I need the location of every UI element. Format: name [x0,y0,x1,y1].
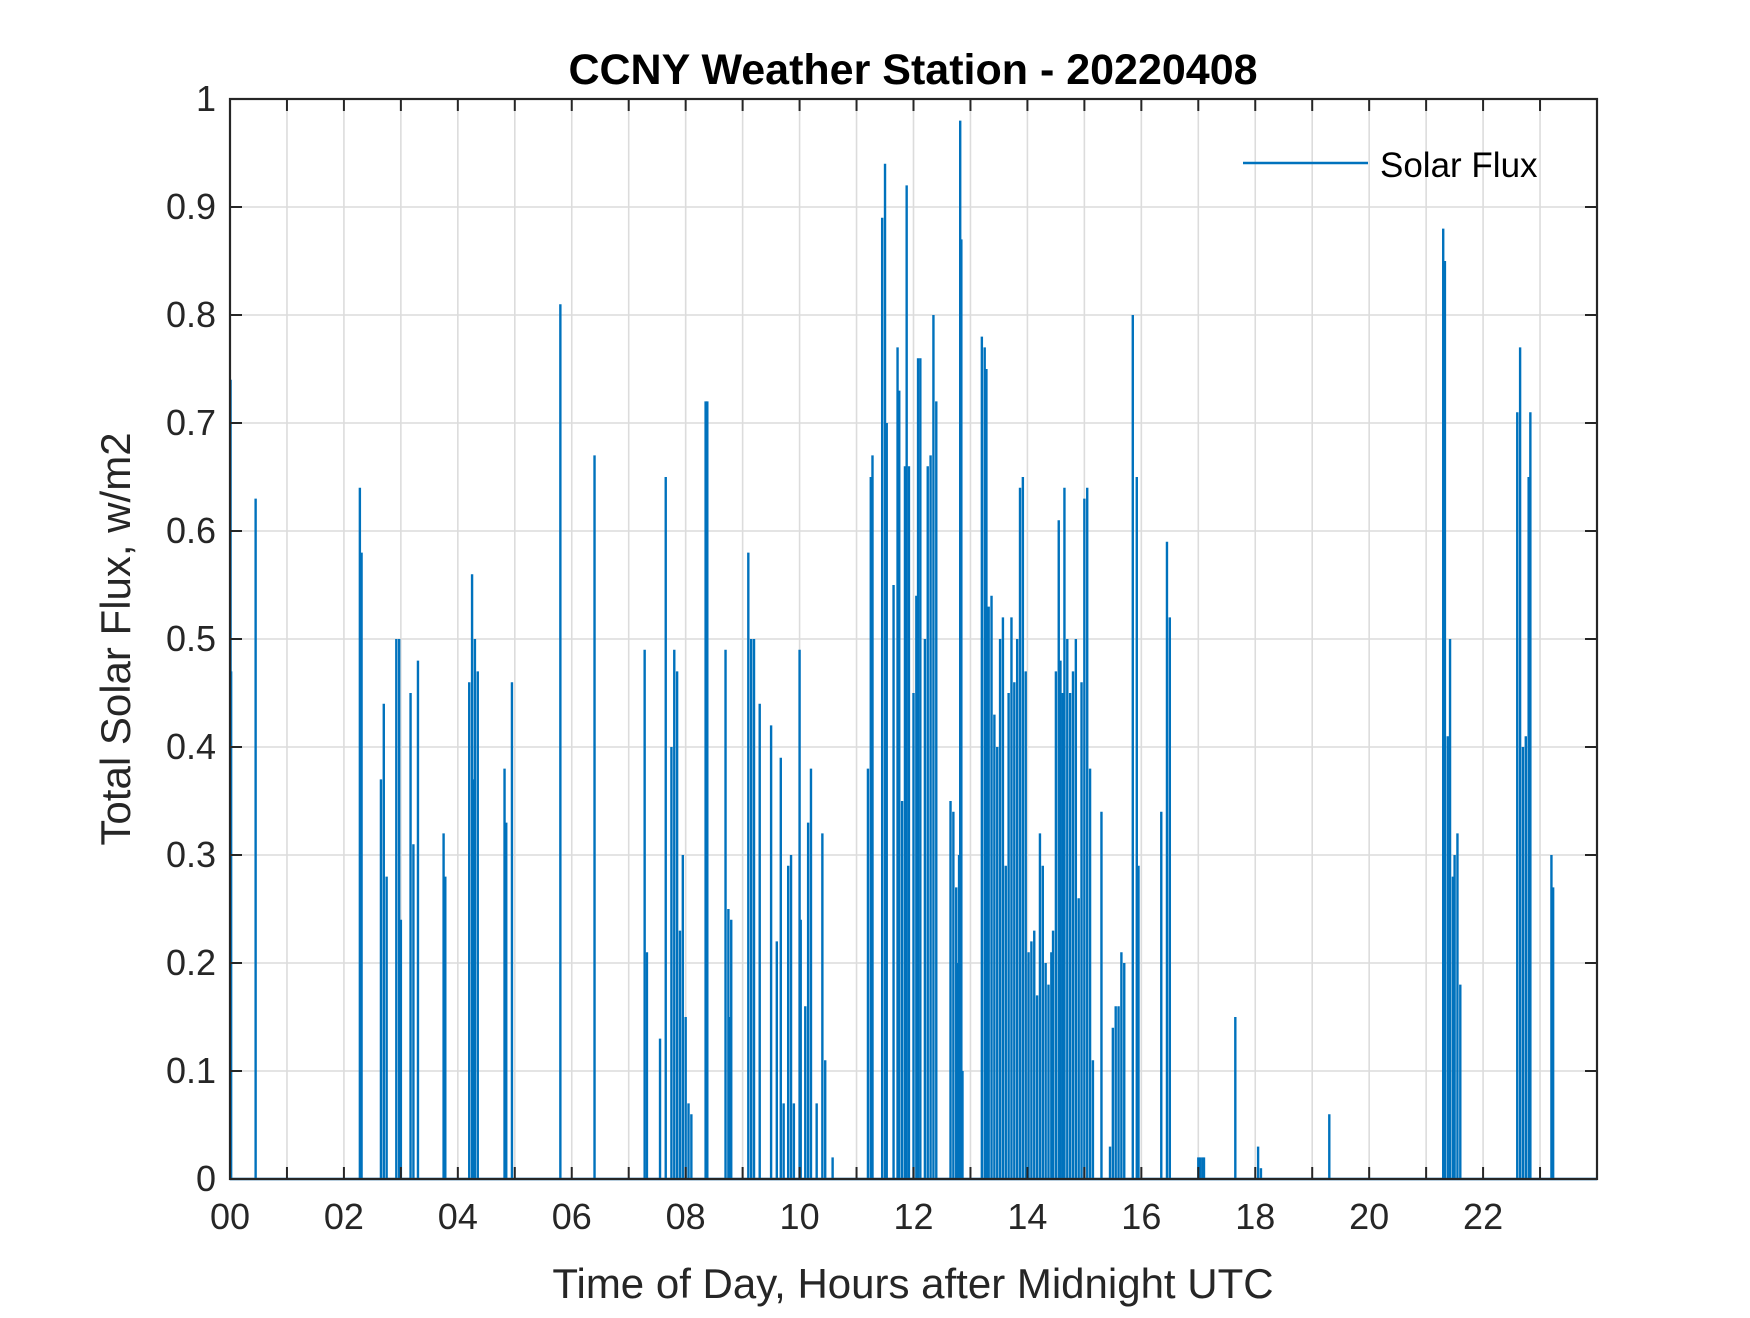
x-tick-label: 04 [438,1196,478,1237]
y-tick-label: 0.1 [166,1050,216,1091]
x-tick-label: 00 [210,1196,250,1237]
x-axis-label: Time of Day, Hours after Midnight UTC [552,1260,1273,1307]
x-tick-label: 18 [1235,1196,1275,1237]
y-tick-label: 0.3 [166,834,216,875]
x-tick-label: 16 [1121,1196,1161,1237]
y-tick-label: 0 [196,1158,216,1199]
chart-title: CCNY Weather Station - 20220408 [568,46,1257,94]
legend: Solar Flux [1243,146,1538,185]
y-tick-label: 0.6 [166,510,216,551]
y-axis-label: Total Solar Flux, w/m2 [92,432,139,845]
x-tick-label: 10 [780,1196,820,1237]
x-tick-label: 06 [552,1196,592,1237]
y-tick-label: 0.7 [166,402,216,443]
y-tick-label: 0.8 [166,294,216,335]
x-tick-label: 02 [324,1196,364,1237]
x-tick-label: 12 [893,1196,933,1237]
x-tick-label: 20 [1349,1196,1389,1237]
y-tick-labels: 0 0.1 0.2 0.3 0.4 0.5 0.6 0.7 0.8 0.9 1 [166,78,216,1199]
y-tick-label: 0.9 [166,186,216,227]
ticks [230,98,1597,1180]
legend-label: Solar Flux [1380,146,1538,185]
y-tick-label: 0.4 [166,726,216,767]
x-tick-label: 22 [1463,1196,1503,1237]
y-tick-label: 0.5 [166,618,216,659]
x-tick-labels: 00 02 04 06 08 10 12 14 16 18 20 22 [210,1196,1503,1237]
x-tick-label: 14 [1007,1196,1047,1237]
y-tick-label: 0.2 [166,942,216,983]
x-tick-label: 08 [666,1196,706,1237]
y-tick-label: 1 [196,78,216,119]
